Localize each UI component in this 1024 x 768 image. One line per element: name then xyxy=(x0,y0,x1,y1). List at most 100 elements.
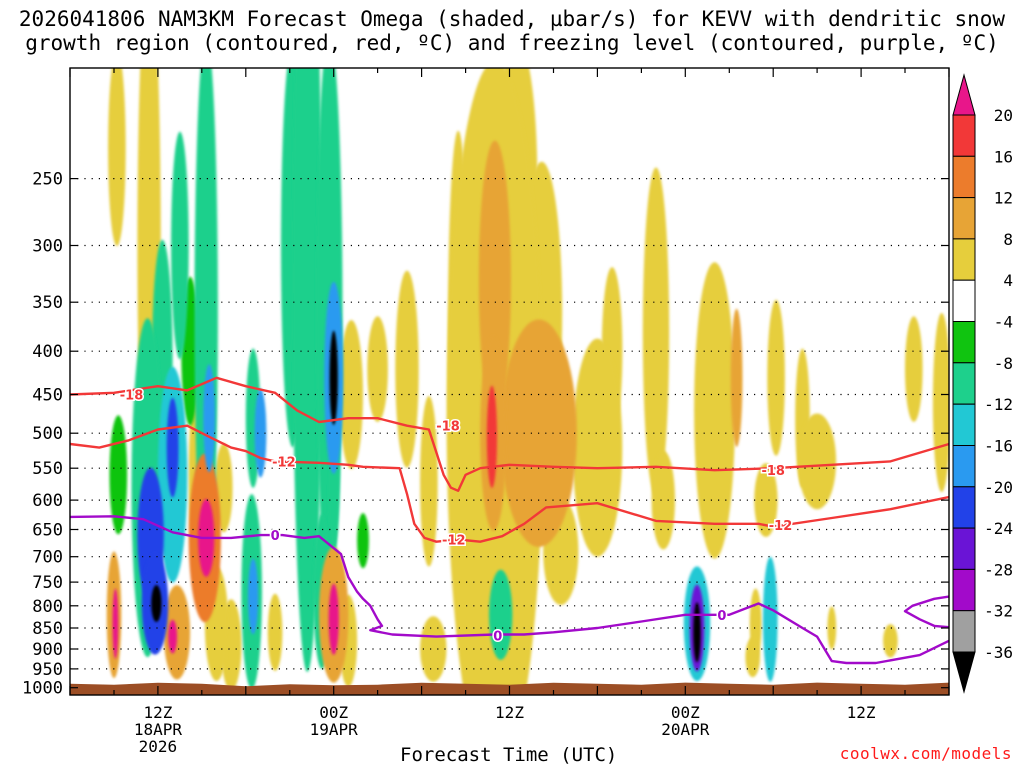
y-tick-label-350: 350 xyxy=(32,293,63,313)
dgz-minus12-label-1: -12 xyxy=(442,534,466,549)
y-tick-label-500: 500 xyxy=(32,424,63,444)
omega-cell-0 xyxy=(108,68,126,247)
y-tick-label-900: 900 xyxy=(32,640,63,660)
colorbar-label-4: 4 xyxy=(1003,271,1013,290)
x-tick-label-2-0: 12Z xyxy=(495,703,524,722)
dgz-minus12-label-0: -12 xyxy=(272,455,296,470)
contour-layer xyxy=(70,376,949,665)
freezing-level-label-1: 0 xyxy=(493,630,502,645)
x-tick-label-1-1: 19APR xyxy=(310,720,359,739)
y-tick-label-450: 450 xyxy=(32,386,63,406)
omega-cell-7 xyxy=(642,167,670,498)
y-axis: 2503003504004505005506006507007508008509… xyxy=(22,170,949,699)
colorbar-label-5: -4 xyxy=(994,313,1013,332)
omega-cell-60 xyxy=(763,556,778,682)
colorbar-label-0: 20 xyxy=(994,106,1013,125)
freezing-level-east-line xyxy=(903,595,949,629)
x-axis-title: Forecast Time (UTC) xyxy=(400,744,618,766)
y-tick-label-600: 600 xyxy=(32,491,63,511)
colorbar-bin-5 xyxy=(952,321,976,364)
x-tick-label-3-0: 00Z xyxy=(671,703,700,722)
omega-shading-layer xyxy=(106,68,949,695)
freezing-level-label-2: 0 xyxy=(717,609,726,624)
freezing-level-label-0: 0 xyxy=(271,529,280,544)
omega-cell-15 xyxy=(932,312,949,493)
omega-cell-23 xyxy=(420,396,438,567)
y-tick-label-850: 850 xyxy=(32,619,63,639)
colorbar-bin-7 xyxy=(952,403,976,447)
dgz-minus18-label-0: -18 xyxy=(120,389,144,404)
x-tick-label-0-1: 18APR xyxy=(134,720,183,739)
colorbar-top-arrow xyxy=(952,73,976,116)
y-tick-label-250: 250 xyxy=(32,170,63,190)
omega-cell-76 xyxy=(693,602,701,663)
omega-cell-70 xyxy=(166,397,179,498)
x-tick-label-3-1: 20APR xyxy=(661,720,710,739)
y-tick-label-650: 650 xyxy=(32,521,63,541)
x-tick-label-0-0: 12Z xyxy=(143,703,172,722)
omega-cell-43 xyxy=(292,68,322,672)
colorbar-label-13: -36 xyxy=(984,643,1013,662)
dgz-minus18-label-2: -18 xyxy=(761,464,785,479)
colorbar-label-3: 8 xyxy=(1003,230,1013,249)
colorbar-bin-9 xyxy=(952,486,976,529)
grid-layer xyxy=(70,178,949,689)
omega-cell-68 xyxy=(112,588,119,659)
colorbar-label-1: 16 xyxy=(994,147,1013,166)
omega-cell-39 xyxy=(171,131,189,360)
omega-cell-61 xyxy=(203,364,216,473)
contour-label-layer: -18 -18 -18 -12 -12 -12 0 0 0 xyxy=(118,387,794,646)
y-tick-label-550: 550 xyxy=(32,459,63,479)
y-tick-label-700: 700 xyxy=(32,548,63,568)
x-tick-label-0-2: 2026 xyxy=(139,737,178,756)
colorbar-bin-4 xyxy=(952,279,976,323)
colorbar-bin-12 xyxy=(952,610,976,653)
omega-cell-46 xyxy=(489,569,513,660)
omega-cell-65 xyxy=(486,385,497,488)
chart-title-line1: 2026041806 NAM3KM Forecast Omega (shaded… xyxy=(18,7,1006,31)
colorbar-bin-8 xyxy=(952,445,976,488)
colorbar-label-7: -12 xyxy=(984,395,1013,414)
y-tick-label-1000: 1000 xyxy=(22,679,63,699)
colorbar-bin-2 xyxy=(952,197,976,240)
dgz-minus12-line xyxy=(70,424,949,543)
colorbar-label-11: -28 xyxy=(984,560,1013,579)
chart-title-line2: growth region (contoured, red, ºC) and f… xyxy=(25,31,999,55)
dgz-minus18-line xyxy=(70,376,949,492)
x-tick-label-4-0: 12Z xyxy=(847,703,876,722)
omega-cell-21 xyxy=(267,593,283,671)
omega-cell-37 xyxy=(745,637,760,678)
colorbar-label-12: -32 xyxy=(984,602,1013,621)
colorbar-bottom-arrow xyxy=(952,651,976,694)
dgz-minus12-label-2: -12 xyxy=(769,519,793,534)
y-tick-label-800: 800 xyxy=(32,597,63,617)
colorbar-bin-3 xyxy=(952,238,976,281)
colorbar-label-9: -20 xyxy=(984,478,1013,497)
omega-cell-3 xyxy=(395,270,419,468)
colorbar-label-6: -8 xyxy=(994,354,1013,373)
omega-cell-29 xyxy=(572,338,623,557)
omega-cell-35 xyxy=(357,513,369,569)
omega-cell-13 xyxy=(827,606,837,650)
omega-cell-14 xyxy=(905,316,923,422)
omega-cell-31 xyxy=(767,299,785,456)
omega-cell-72 xyxy=(328,583,339,655)
site-credit[interactable]: coolwx.com/models xyxy=(839,744,1012,763)
y-tick-label-750: 750 xyxy=(32,573,63,593)
omega-cell-2 xyxy=(367,316,388,422)
colorbar-bin-11 xyxy=(952,568,976,612)
omega-cell-67 xyxy=(168,619,178,654)
omega-cell-47 xyxy=(730,308,743,447)
omega-cell-4 xyxy=(420,616,447,682)
colorbar-bin-10 xyxy=(952,527,976,570)
x-tick-label-1-0: 00Z xyxy=(319,703,348,722)
omega-cell-12 xyxy=(798,413,837,510)
y-tick-label-400: 400 xyxy=(32,342,63,362)
colorbar-label-8: -16 xyxy=(984,437,1013,456)
colorbar-label-10: -24 xyxy=(984,519,1013,538)
colorbar-label-2: 12 xyxy=(994,189,1013,208)
omega-cell-40 xyxy=(163,585,191,680)
colorbar-bin-6 xyxy=(952,362,976,405)
